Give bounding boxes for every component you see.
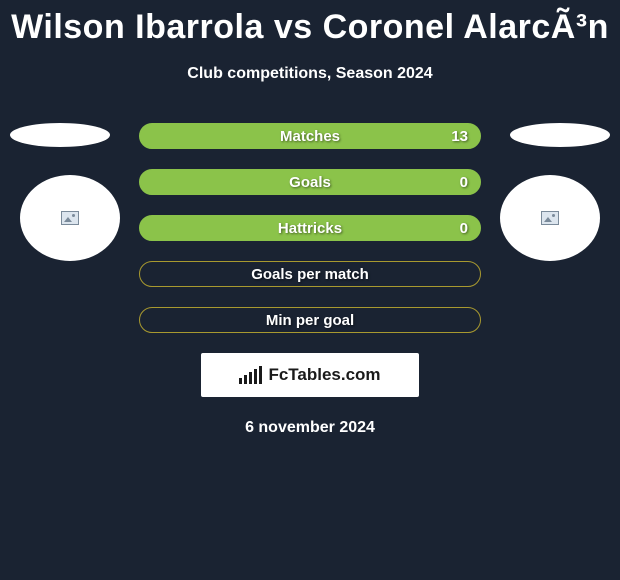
stat-value: 13 — [451, 128, 468, 145]
page-title: Wilson Ibarrola vs Coronel AlarcÃ³n — [0, 8, 620, 47]
image-placeholder-icon — [61, 211, 79, 225]
logo-bars-icon — [239, 366, 262, 384]
stat-label: Goals — [289, 174, 331, 191]
logo-bar — [249, 372, 252, 384]
player-left-avatar — [20, 175, 120, 261]
stat-row: Goals 0 — [139, 169, 481, 195]
player-right-shadow — [510, 123, 610, 147]
comparison-widget: Wilson Ibarrola vs Coronel AlarcÃ³n Club… — [0, 0, 620, 437]
stats-area: Matches 13 Goals 0 Hattricks 0 Goals per match… — [0, 123, 620, 437]
stat-value: 0 — [460, 220, 468, 237]
logo-bar — [239, 378, 242, 384]
image-placeholder-icon — [541, 211, 559, 225]
stat-rows: Matches 13 Goals 0 Hattricks 0 Goals per match… — [139, 123, 481, 333]
stat-row: Goals per match — [139, 261, 481, 287]
stat-label: Hattricks — [278, 220, 342, 237]
stat-row: Hattricks 0 — [139, 215, 481, 241]
logo-text: FcTables.com — [268, 365, 380, 385]
stat-row: Matches 13 — [139, 123, 481, 149]
logo-bar — [254, 369, 257, 384]
stat-row: Min per goal — [139, 307, 481, 333]
stat-label: Min per goal — [266, 312, 354, 329]
stat-label: Matches — [280, 128, 340, 145]
logo-bar — [244, 375, 247, 384]
player-left-shadow — [10, 123, 110, 147]
player-right-avatar — [500, 175, 600, 261]
source-logo: FcTables.com — [201, 353, 419, 397]
subtitle: Club competitions, Season 2024 — [0, 65, 620, 83]
stat-value: 0 — [460, 174, 468, 191]
logo-bar — [259, 366, 262, 384]
stat-label: Goals per match — [251, 266, 369, 283]
date: 6 november 2024 — [0, 419, 620, 437]
